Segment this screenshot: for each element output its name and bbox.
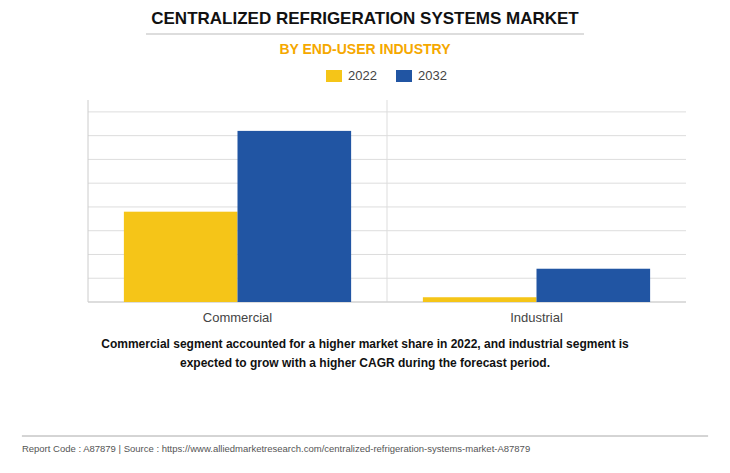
caption-line: expected to grow with a higher CAGR duri… bbox=[180, 356, 550, 370]
legend-label: 2022 bbox=[348, 68, 377, 83]
bar bbox=[423, 297, 537, 302]
bar bbox=[238, 131, 352, 302]
x-tick-label: Commercial bbox=[203, 310, 272, 325]
chart-svg: CENTRALIZED REFRIGERATION SYSTEMS MARKET… bbox=[0, 0, 730, 473]
grid bbox=[88, 100, 686, 302]
background bbox=[0, 0, 730, 473]
bar bbox=[537, 269, 651, 302]
footer: Report Code : A87879 | Source : https://… bbox=[22, 443, 530, 454]
y-axis-line bbox=[88, 100, 89, 302]
caption: Commercial segment accounted for a highe… bbox=[101, 337, 629, 370]
legend-label: 2032 bbox=[418, 68, 447, 83]
chart-container: CENTRALIZED REFRIGERATION SYSTEMS MARKET… bbox=[0, 0, 730, 473]
legend: 2022 2032 bbox=[326, 68, 447, 83]
x-tick-label: Industrial bbox=[510, 310, 563, 325]
title: CENTRALIZED REFRIGERATION SYSTEMS MARKET bbox=[151, 9, 579, 28]
caption-line: Commercial segment accounted for a highe… bbox=[101, 337, 629, 351]
subtitle: BY END-USER INDUSTRY bbox=[279, 41, 451, 57]
bars bbox=[124, 131, 650, 302]
legend-swatch bbox=[326, 70, 342, 82]
group-separator bbox=[387, 100, 388, 302]
legend-swatch bbox=[396, 70, 412, 82]
footer-rule bbox=[22, 436, 708, 437]
bar bbox=[124, 212, 238, 302]
title-rule bbox=[146, 34, 584, 35]
